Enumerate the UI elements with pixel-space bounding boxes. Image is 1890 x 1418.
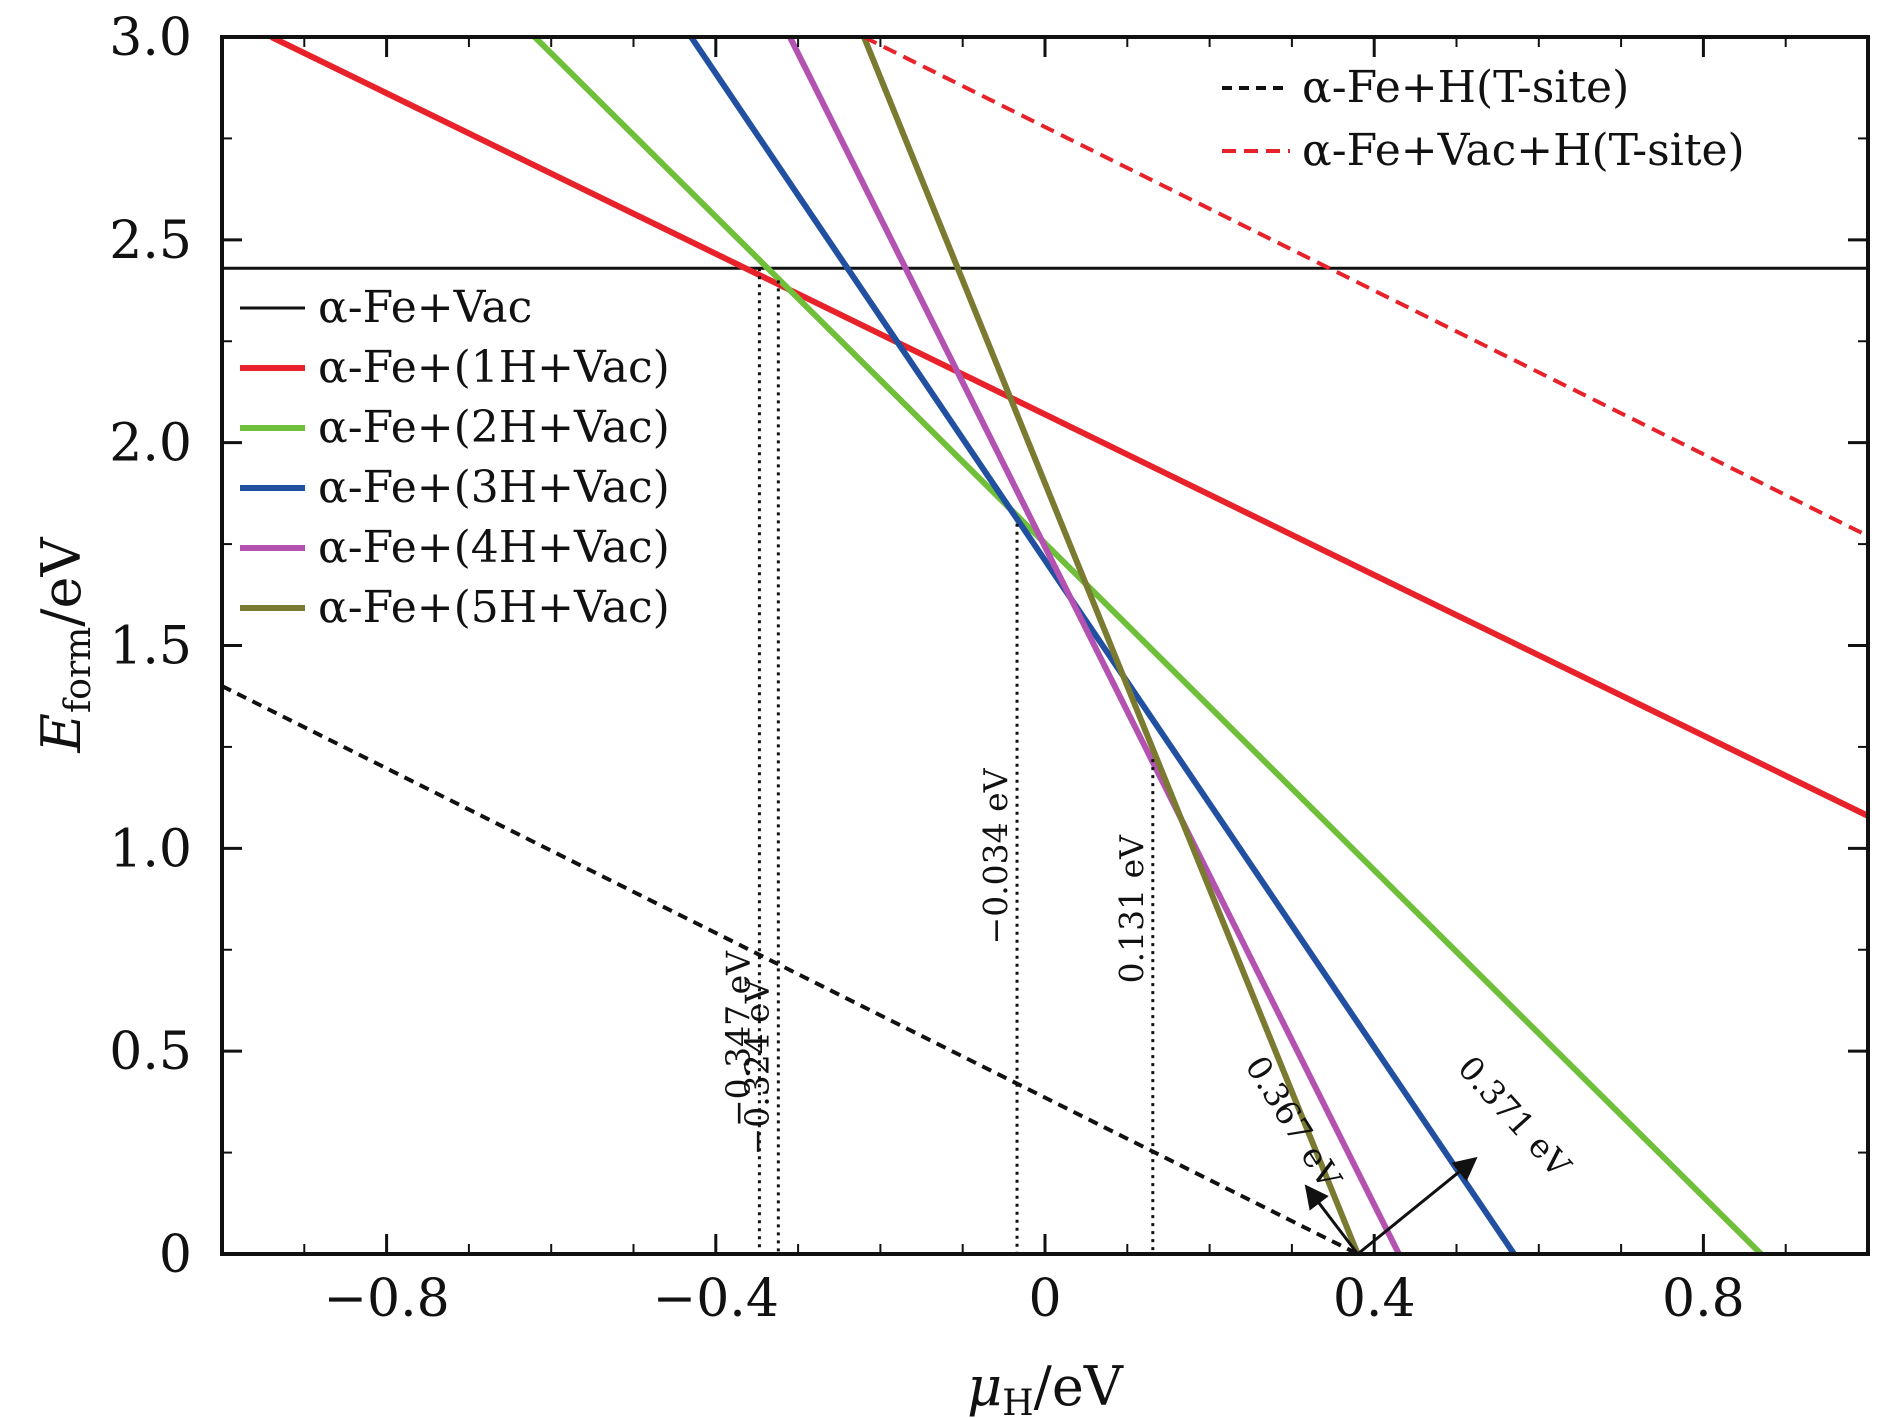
- y-tick-label: 0.5: [109, 1022, 192, 1082]
- y-tick-label: 2.5: [109, 211, 192, 271]
- series-line-alpha-fe-1h-vac: [270, 37, 1868, 819]
- vertical-guide-label: −0.347 eV: [718, 950, 757, 1127]
- vertical-guide-label: 0.131 eV: [1112, 834, 1151, 983]
- vertical-guide-label: −0.324 eV: [737, 978, 776, 1155]
- legend-label-alpha-fe-h-t-site: α-Fe+H(T-site): [1302, 62, 1629, 113]
- y-axis-title: Eform/eV: [30, 537, 99, 754]
- annotation-arrow: [1304, 1184, 1359, 1255]
- legend-label-alpha-fe-2h-vac: α-Fe+(2H+Vac): [318, 402, 670, 453]
- y-tick-label: 1.5: [109, 617, 192, 677]
- legend-right: α-Fe+H(T-site) α-Fe+Vac+H(T-site): [1222, 62, 1745, 176]
- annotation-layer: −0.347 eV−0.324 eV−0.034 eV 0.131 eV0.367…: [718, 767, 1579, 1196]
- x-tick-label: −0.4: [653, 1269, 779, 1329]
- vline-layer: [757, 268, 1155, 1254]
- y-tick-label: 1.0: [109, 819, 192, 879]
- series-line-alpha-fe-5h-vac: [861, 37, 1361, 1254]
- series-line-alpha-fe-h-t-site: [222, 684, 1359, 1254]
- legend-label-alpha-fe-5h-vac: α-Fe+(5H+Vac): [318, 582, 670, 633]
- annotation-arrow: [1356, 1156, 1478, 1256]
- series-line-alpha-fe-3h-vac: [688, 37, 1517, 1254]
- x-tick-label: −0.8: [323, 1269, 449, 1329]
- arrow-layer: [1304, 1156, 1478, 1256]
- x-tick-label: 0.8: [1662, 1269, 1745, 1329]
- series-line-alpha-fe-4h-vac: [787, 37, 1402, 1254]
- legend-label-alpha-fe-3h-vac: α-Fe+(3H+Vac): [318, 462, 670, 513]
- series-layer: [222, 37, 1868, 1254]
- ticks-layer: −0.8 −0.4 0 0.4 0.8 0 0.5 1.0 1.5 2.0 2.5 3.0: [109, 8, 1869, 1329]
- y-tick-label: 3.0: [109, 8, 192, 68]
- x-tick-label: 0: [1028, 1269, 1061, 1329]
- legend-label-alpha-fe-1h-vac: α-Fe+(1H+Vac): [318, 342, 670, 393]
- y-tick-label: 0: [159, 1225, 192, 1285]
- legend-label-alpha-fe-vac: α-Fe+Vac: [318, 282, 532, 333]
- y-tick-label: 2.0: [109, 414, 192, 474]
- legend-label-alpha-fe-vac-h-t-site: α-Fe+Vac+H(T-site): [1302, 125, 1745, 176]
- series-line-alpha-fe-2h-vac: [532, 37, 1764, 1254]
- x-axis-title: μH/eV: [967, 1355, 1124, 1418]
- plot-frame: [220, 35, 1870, 1256]
- legend-left: α-Fe+Vac α-Fe+(1H+Vac) α-Fe+(2H+Vac) α-Fe+(…: [240, 282, 670, 633]
- x-tick-label: 0.4: [1333, 1269, 1416, 1329]
- vertical-guide-label: −0.034 eV: [976, 767, 1015, 944]
- legend-label-alpha-fe-4h-vac: α-Fe+(4H+Vac): [318, 522, 670, 573]
- series-line-alpha-fe-vac-h-t-site: [863, 37, 1868, 538]
